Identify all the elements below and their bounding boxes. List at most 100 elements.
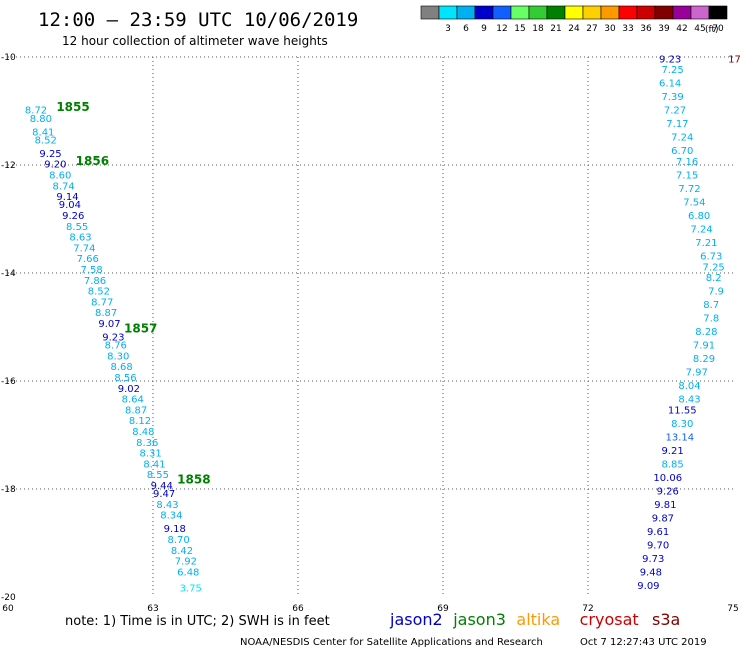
wave-height-label: 8.12 bbox=[129, 416, 151, 427]
legend-tick-label: 15 bbox=[514, 24, 525, 34]
wave-height-label: 7.9 bbox=[708, 287, 724, 298]
legend-swatch bbox=[474, 5, 494, 20]
legend-swatch bbox=[420, 5, 440, 20]
wave-height-label: 7.39 bbox=[661, 92, 683, 103]
wave-height-label: 6.80 bbox=[688, 211, 710, 222]
wave-height-label: 9.20 bbox=[44, 160, 66, 171]
wave-height-label: 8.30 bbox=[107, 351, 129, 362]
wave-height-label: 8.52 bbox=[35, 135, 57, 146]
legend-swatch bbox=[654, 5, 674, 20]
wave-height-label: 8.52 bbox=[88, 287, 110, 298]
satellite-label-s3a: s3a bbox=[652, 610, 680, 629]
legend-swatch bbox=[546, 5, 566, 20]
wave-height-label: 7.15 bbox=[676, 171, 698, 182]
legend-tick-label: 27 bbox=[586, 24, 597, 34]
legend-swatch bbox=[510, 5, 530, 20]
wave-height-label: 8.41 bbox=[32, 127, 54, 138]
wave-height-label: 9.23 bbox=[659, 54, 681, 65]
wave-height-label: 17 bbox=[728, 54, 740, 65]
satellite-label-altika: altika bbox=[516, 610, 560, 629]
legend-swatch bbox=[708, 5, 728, 20]
satellite-label-jason3: jason3 bbox=[452, 610, 506, 629]
chart-subtitle: 12 hour collection of altimeter wave hei… bbox=[62, 34, 328, 48]
wave-height-label: 6.48 bbox=[177, 567, 199, 578]
wave-height-label: 9.81 bbox=[654, 500, 676, 511]
wave-height-label: 8.70 bbox=[168, 535, 190, 546]
wave-height-label: 9.14 bbox=[56, 192, 78, 203]
wave-height-label: 8.48 bbox=[132, 427, 154, 438]
wave-height-label: 7.66 bbox=[77, 254, 99, 265]
y-tick-label: -18 bbox=[1, 485, 16, 495]
wave-height-label: 8.31 bbox=[139, 449, 161, 460]
wave-height-label: 7.25 bbox=[703, 262, 725, 273]
wave-height-label: 9.09 bbox=[637, 581, 659, 592]
x-tick-label: 69 bbox=[437, 604, 449, 614]
legend-tick-label: 45 bbox=[694, 24, 705, 34]
wave-height-label: 7.8 bbox=[703, 314, 719, 325]
legend-swatch bbox=[564, 5, 584, 20]
satellite-label-jason2: jason2 bbox=[389, 610, 443, 629]
wave-height-label: 8.43 bbox=[678, 395, 700, 406]
wave-height-label: 7.54 bbox=[683, 198, 705, 209]
wave-height-label: 7.16 bbox=[676, 157, 698, 168]
wave-height-label: 8.80 bbox=[30, 114, 52, 125]
legend-unit: (ft) bbox=[705, 25, 719, 35]
legend-swatch bbox=[582, 5, 602, 20]
wave-height-label: 9.61 bbox=[647, 527, 669, 538]
wave-height-label: 8.87 bbox=[125, 405, 147, 416]
wave-height-label: 10.06 bbox=[653, 473, 682, 484]
wave-height-label: 13.14 bbox=[666, 432, 695, 443]
wave-height-label: 9.04 bbox=[59, 200, 81, 211]
wave-height-label: 7.17 bbox=[666, 119, 688, 130]
wave-height-label: 9.48 bbox=[640, 567, 662, 578]
legend-tick-label: 36 bbox=[640, 24, 652, 34]
wave-height-label: 8.76 bbox=[105, 341, 127, 352]
legend-swatch bbox=[636, 5, 656, 20]
legend-tick-label: 33 bbox=[622, 24, 633, 34]
footer-timestamp: Oct 7 12:27:43 UTC 2019 bbox=[580, 637, 707, 648]
legend-swatch bbox=[600, 5, 620, 20]
legend-tick-label: 30 bbox=[604, 24, 616, 34]
wave-height-label: 7.24 bbox=[690, 225, 712, 236]
wave-height-label: 8.55 bbox=[147, 470, 169, 481]
legend-swatch bbox=[528, 5, 548, 20]
wave-height-label: 8.77 bbox=[91, 297, 113, 308]
wave-height-label: 8.2 bbox=[706, 273, 722, 284]
satellite-label-cryosat: cryosat bbox=[580, 610, 639, 629]
legend-swatch bbox=[690, 5, 710, 20]
wave-height-label: 9.73 bbox=[642, 554, 664, 565]
legend-tick-label: 9 bbox=[481, 24, 487, 34]
wave-height-label: 7.92 bbox=[175, 557, 197, 568]
y-tick-label: -12 bbox=[1, 161, 16, 171]
legend-tick-label: 3 bbox=[445, 24, 451, 34]
legend-tick-label: 21 bbox=[550, 24, 561, 34]
color-legend: 3 6 9 12 15 18 21 24 27 30 33 36 39 42 45 70 bbox=[420, 5, 728, 34]
wave-height-label: 8.29 bbox=[693, 354, 715, 365]
legend-tick-label: 6 bbox=[463, 24, 469, 34]
y-axis: -10 -12 -14 -16 -18 -20 bbox=[1, 53, 16, 603]
wave-height-label: 8.41 bbox=[143, 459, 165, 470]
wave-height-label: 9.07 bbox=[98, 319, 120, 330]
time-label: 1855 bbox=[56, 100, 89, 114]
legend-swatch bbox=[618, 5, 638, 20]
wave-height-label: 8.04 bbox=[678, 381, 700, 392]
wave-height-label: 3.75 bbox=[180, 584, 202, 595]
wave-height-label: 9.18 bbox=[164, 524, 186, 535]
y-tick-label: -20 bbox=[1, 593, 16, 603]
wave-height-label: 7.24 bbox=[671, 133, 693, 144]
x-tick-label: 75 bbox=[727, 604, 738, 614]
legend-swatch bbox=[438, 5, 458, 20]
wave-height-label: 8.72 bbox=[25, 106, 47, 117]
legend-swatch bbox=[672, 5, 692, 20]
satellite-legend: jason2 jason3 altika cryosat s3a bbox=[389, 610, 680, 629]
x-tick-label: 72 bbox=[582, 604, 593, 614]
wave-height-label: 9.02 bbox=[118, 384, 140, 395]
wave-height-label: 9.44 bbox=[151, 481, 173, 492]
legend-tick-label: 42 bbox=[676, 24, 687, 34]
y-tick-label: -14 bbox=[1, 269, 16, 279]
wave-height-label: 9.23 bbox=[102, 333, 124, 344]
wave-height-label: 9.47 bbox=[153, 489, 175, 500]
x-tick-label: 60 bbox=[2, 604, 14, 614]
wave-height-label: 8.87 bbox=[95, 308, 117, 319]
